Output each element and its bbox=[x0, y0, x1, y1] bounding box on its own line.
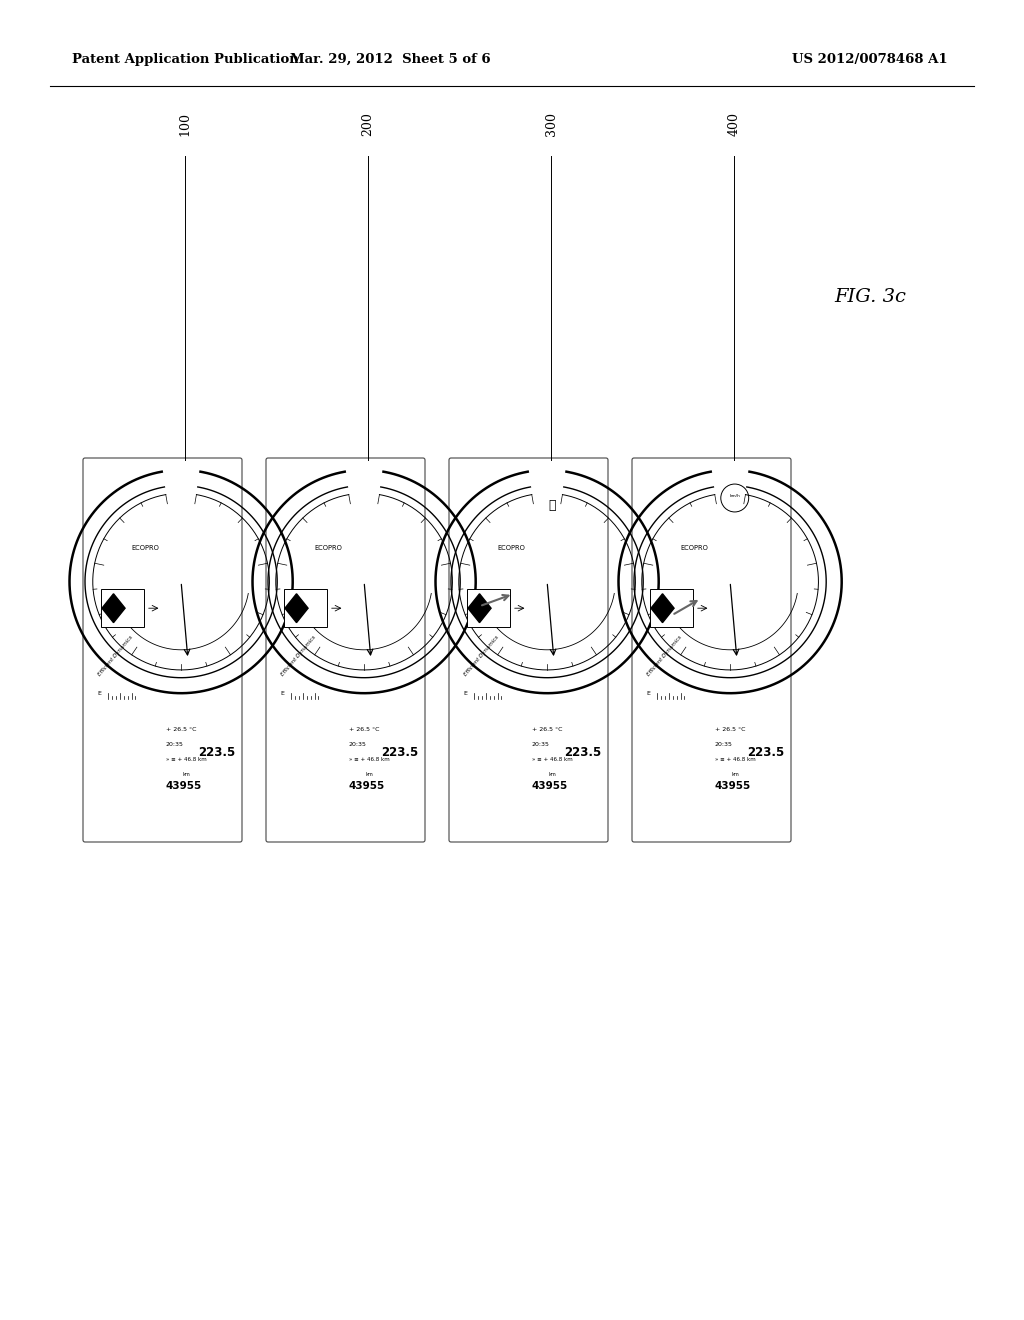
Text: » ≡ + 46.8 km: » ≡ + 46.8 km bbox=[166, 758, 207, 762]
Text: 200: 200 bbox=[361, 112, 375, 136]
Text: Efficient Dynamics: Efficient Dynamics bbox=[646, 634, 683, 677]
Text: + 26.5 °C: + 26.5 °C bbox=[531, 727, 562, 731]
Text: km: km bbox=[366, 772, 374, 777]
Text: Patent Application Publication: Patent Application Publication bbox=[72, 53, 299, 66]
Text: Efficient Dynamics: Efficient Dynamics bbox=[97, 634, 134, 677]
Text: 20:35: 20:35 bbox=[348, 742, 367, 747]
FancyBboxPatch shape bbox=[632, 458, 791, 842]
Text: ECOPRO: ECOPRO bbox=[498, 545, 525, 552]
Text: E: E bbox=[97, 690, 101, 696]
Polygon shape bbox=[102, 594, 125, 623]
Text: 223.5: 223.5 bbox=[564, 746, 601, 759]
Text: FIG. 3c: FIG. 3c bbox=[835, 288, 906, 306]
Text: ECOPRO: ECOPRO bbox=[131, 545, 160, 552]
Text: 20:35: 20:35 bbox=[531, 742, 550, 747]
Bar bbox=[467, 589, 510, 627]
Text: km/h: km/h bbox=[729, 494, 740, 498]
Text: 300: 300 bbox=[545, 112, 557, 136]
Text: 43955: 43955 bbox=[348, 780, 385, 791]
Text: + 26.5 °C: + 26.5 °C bbox=[348, 727, 379, 731]
FancyBboxPatch shape bbox=[449, 458, 608, 842]
Text: + 26.5 °C: + 26.5 °C bbox=[166, 727, 197, 731]
Text: E: E bbox=[464, 690, 467, 696]
Text: 223.5: 223.5 bbox=[198, 746, 234, 759]
Text: + 26.5 °C: + 26.5 °C bbox=[715, 727, 745, 731]
Text: » ≡ + 46.8 km: » ≡ + 46.8 km bbox=[531, 758, 572, 762]
Text: 223.5: 223.5 bbox=[381, 746, 418, 759]
Bar bbox=[284, 589, 327, 627]
Bar bbox=[100, 589, 144, 627]
Polygon shape bbox=[468, 594, 492, 623]
Polygon shape bbox=[651, 594, 674, 623]
Text: » ≡ + 46.8 km: » ≡ + 46.8 km bbox=[348, 758, 389, 762]
Text: US 2012/0078468 A1: US 2012/0078468 A1 bbox=[793, 53, 948, 66]
Text: 43955: 43955 bbox=[166, 780, 202, 791]
Text: 🦶: 🦶 bbox=[548, 499, 555, 512]
Text: ECOPRO: ECOPRO bbox=[681, 545, 709, 552]
FancyBboxPatch shape bbox=[83, 458, 242, 842]
Text: Efficient Dynamics: Efficient Dynamics bbox=[464, 634, 500, 677]
Text: 43955: 43955 bbox=[531, 780, 568, 791]
Text: 400: 400 bbox=[727, 112, 740, 136]
Text: km: km bbox=[549, 772, 556, 777]
Text: Mar. 29, 2012  Sheet 5 of 6: Mar. 29, 2012 Sheet 5 of 6 bbox=[290, 53, 490, 66]
Text: km: km bbox=[182, 772, 190, 777]
Text: 20:35: 20:35 bbox=[166, 742, 183, 747]
FancyBboxPatch shape bbox=[266, 458, 425, 842]
Text: 20:35: 20:35 bbox=[715, 742, 732, 747]
Bar bbox=[649, 589, 693, 627]
Text: Efficient Dynamics: Efficient Dynamics bbox=[281, 634, 317, 677]
Text: 223.5: 223.5 bbox=[746, 746, 784, 759]
Text: 43955: 43955 bbox=[715, 780, 751, 791]
Text: » ≡ + 46.8 km: » ≡ + 46.8 km bbox=[715, 758, 756, 762]
Text: E: E bbox=[646, 690, 650, 696]
Text: ECOPRO: ECOPRO bbox=[314, 545, 342, 552]
Text: km: km bbox=[732, 772, 739, 777]
Polygon shape bbox=[285, 594, 308, 623]
Text: 100: 100 bbox=[178, 112, 191, 136]
Text: E: E bbox=[281, 690, 285, 696]
